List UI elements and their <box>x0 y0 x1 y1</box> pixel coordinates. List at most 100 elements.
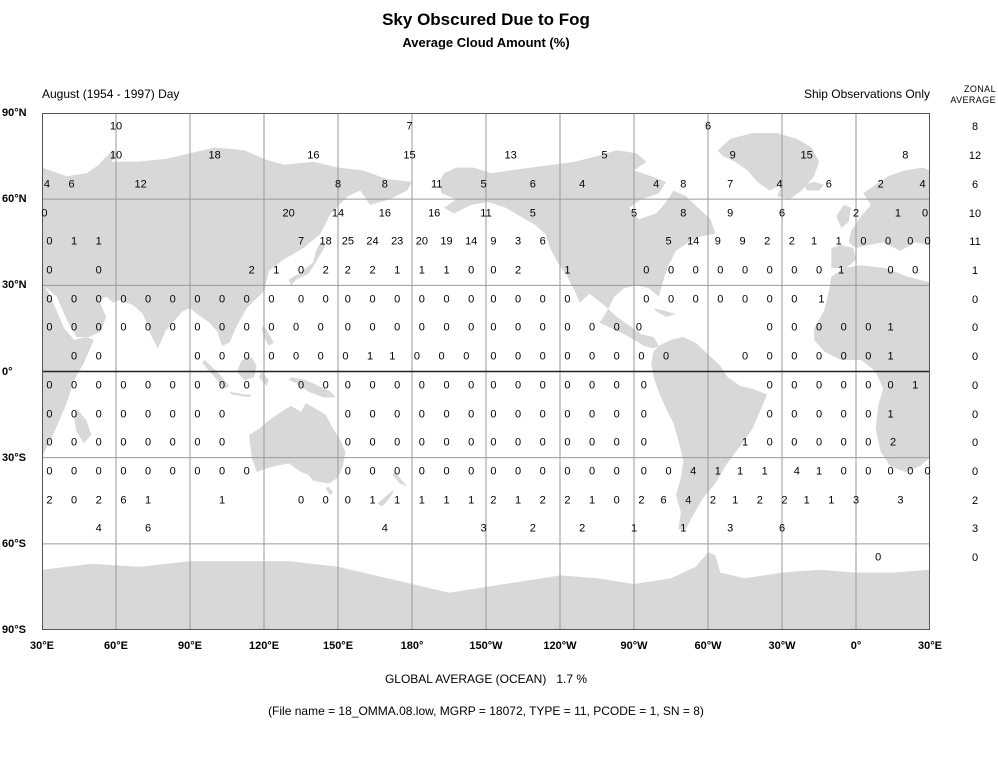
grid-value: 2 <box>564 494 571 507</box>
longitude-tick-label: 30°E <box>30 640 54 652</box>
grid-value: 20 <box>282 207 295 220</box>
grid-value: 0 <box>342 350 349 363</box>
grid-value: 0 <box>322 494 329 507</box>
grid-value: 4 <box>43 178 50 191</box>
grid-value: 0 <box>443 293 450 306</box>
grid-value: 6 <box>145 522 152 535</box>
zonal-average-value: 0 <box>971 379 979 392</box>
grid-value: 7 <box>406 120 413 133</box>
grid-value: 16 <box>307 149 320 162</box>
grid-value: 0 <box>169 436 176 449</box>
grid-value: 0 <box>815 264 823 277</box>
zonal-average-value: 0 <box>971 466 979 479</box>
grid-value: 0 <box>95 379 102 392</box>
grid-value: 0 <box>145 465 152 478</box>
grid-value: 0 <box>589 465 596 478</box>
grid-value: 0 <box>468 436 475 449</box>
grid-value: 2 <box>764 235 771 248</box>
grid-value: 0 <box>71 465 78 478</box>
grid-value: 6 <box>120 494 127 507</box>
page-subtitle: Average Cloud Amount (%) <box>402 35 570 50</box>
latitude-tick-label: 30°S <box>2 451 26 464</box>
landmass <box>814 265 930 472</box>
grid-value: 0 <box>515 465 522 478</box>
grid-value: 1 <box>369 494 376 507</box>
zonal-average-value: 12 <box>968 150 982 163</box>
landmass <box>848 167 930 251</box>
grid-value: 11 <box>480 207 492 220</box>
grid-value: 6 <box>68 178 75 191</box>
grid-value: 0 <box>667 293 675 306</box>
grid-value: 1 <box>630 522 638 535</box>
grid-value: 1 <box>803 494 810 507</box>
grid-value: 5 <box>480 178 487 191</box>
zonal-average-value: 0 <box>971 552 979 565</box>
grid-value: 2 <box>788 235 795 248</box>
grid-value: 0 <box>865 379 872 392</box>
grid-value: 0 <box>169 465 176 478</box>
zonal-average-value: 10 <box>968 207 982 220</box>
grid-value: 0 <box>468 264 475 277</box>
grid-value: 8 <box>902 149 909 162</box>
grid-value: 0 <box>394 321 401 334</box>
grid-value: 2 <box>344 264 351 277</box>
grid-value: 0 <box>717 293 724 306</box>
grid-value: 0 <box>766 321 773 334</box>
grid-value: 0 <box>46 293 53 306</box>
grid-value: 1 <box>741 436 749 449</box>
grid-value: 0 <box>194 350 201 363</box>
grid-value: 0 <box>613 350 620 363</box>
grid-value: 0 <box>640 408 647 421</box>
grid-value: 0 <box>394 379 401 392</box>
grid-value: 0 <box>322 293 329 306</box>
grid-value: 9 <box>727 207 734 220</box>
grid-value: 0 <box>322 379 329 392</box>
grid-value: 4 <box>690 465 697 478</box>
grid-value: 0 <box>71 379 78 392</box>
grid-value: 0 <box>840 408 847 421</box>
grid-value: 9 <box>714 235 721 248</box>
grid-value: 0 <box>344 465 351 478</box>
grid-value: 0 <box>515 350 522 363</box>
grid-value: 0 <box>564 465 571 478</box>
grid-value: 7 <box>727 178 734 191</box>
grid-value: 0 <box>490 465 497 478</box>
grid-value: 0 <box>344 379 351 392</box>
grid-value: 1 <box>680 522 687 535</box>
grid-value: 0 <box>443 465 450 478</box>
grid-value: 0 <box>169 293 176 306</box>
grid-value: 0 <box>317 321 324 334</box>
grid-value: 0 <box>369 379 376 392</box>
grid-value: 0 <box>564 379 571 392</box>
grid-value: 2 <box>248 264 255 277</box>
grid-value: 0 <box>369 293 376 306</box>
grid-value: 19 <box>440 235 453 248</box>
grid-value: 0 <box>613 436 620 449</box>
grid-value: 0 <box>219 408 226 421</box>
grid-value: 0 <box>589 436 596 449</box>
grid-value: 0 <box>924 465 931 478</box>
grid-value: 0 <box>120 321 127 334</box>
grid-value: 0 <box>564 436 571 449</box>
grid-value: 1 <box>887 321 894 334</box>
grid-value: 16 <box>428 207 441 220</box>
grid-value: 0 <box>613 465 620 478</box>
landmass <box>325 486 334 495</box>
grid-value: 0 <box>344 293 351 306</box>
grid-value: 0 <box>840 465 847 478</box>
grid-value: 0 <box>613 408 620 421</box>
grid-value: 0 <box>95 465 102 478</box>
grid-value: 0 <box>815 436 823 449</box>
grid-value: 0 <box>865 436 872 449</box>
grid-value: 1 <box>761 465 768 478</box>
longitude-tick-label: 120°W <box>543 640 577 652</box>
grid-value: 8 <box>334 178 342 191</box>
landmass <box>439 150 716 349</box>
grid-value: 0 <box>865 350 872 363</box>
zonal-header-line2: AVERAGE <box>950 95 996 105</box>
grid-value: 0 <box>815 350 823 363</box>
grid-value: 0 <box>46 436 53 449</box>
grid-value: 24 <box>366 235 379 248</box>
grid-value: 0 <box>635 321 642 334</box>
grid-value: 0 <box>394 293 401 306</box>
